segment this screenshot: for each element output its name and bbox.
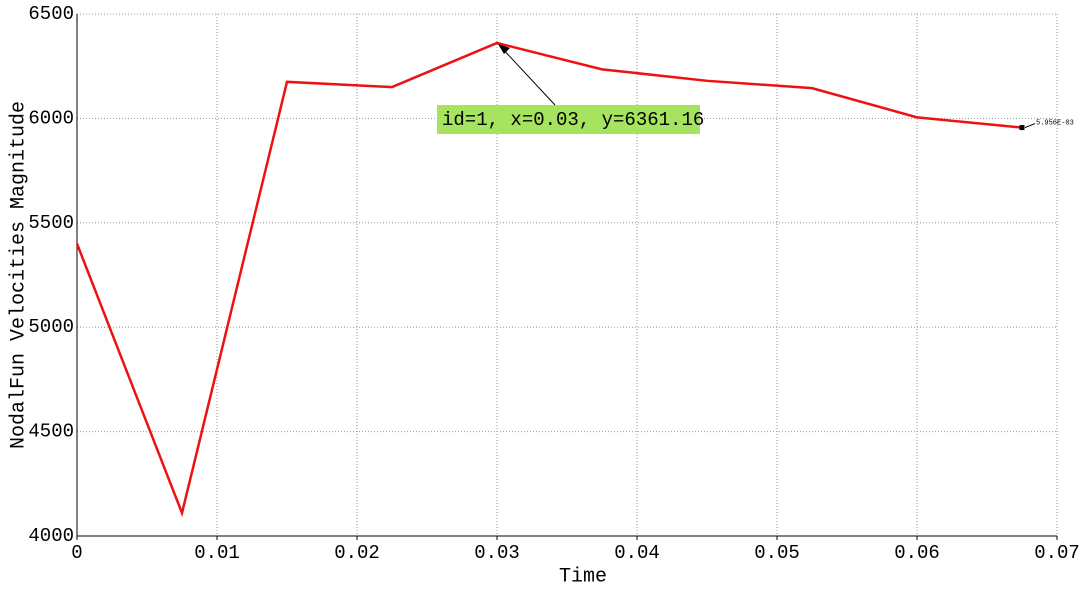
data-line xyxy=(75,41,1023,518)
end-label: 5.956E-03 xyxy=(1036,119,1074,127)
y-axis-label: NodalFun Velocities Magnitude xyxy=(7,101,30,449)
y-tick-label: 5500 xyxy=(28,212,74,234)
x-tick-label: 0.06 xyxy=(894,542,940,564)
x-tick-label: 0.07 xyxy=(1034,542,1080,564)
x-tick-label: 0 xyxy=(71,542,82,564)
y-tick-label: 6000 xyxy=(28,107,74,129)
x-tick-label: 0.05 xyxy=(754,542,800,564)
y-tick-label: 5000 xyxy=(28,316,74,338)
y-tick-label: 4000 xyxy=(28,525,74,547)
x-tick-label: 0.03 xyxy=(474,542,520,564)
annotation-box xyxy=(437,104,700,134)
annotation-arrow xyxy=(499,45,556,106)
x-tick-label: 0.01 xyxy=(194,542,240,564)
x-axis-label: Time xyxy=(559,565,607,588)
annotation-text: id=1, x=0.03, y=6361.16 xyxy=(442,109,704,131)
x-tick-label: 0.02 xyxy=(334,542,380,564)
end-leader xyxy=(1024,123,1036,129)
annotation-arrowhead xyxy=(498,43,510,54)
x-tick-label: 0.04 xyxy=(614,542,660,564)
y-tick-label: 6500 xyxy=(28,3,74,25)
y-tick-label: 4500 xyxy=(28,421,74,443)
end-marker xyxy=(1019,125,1025,131)
